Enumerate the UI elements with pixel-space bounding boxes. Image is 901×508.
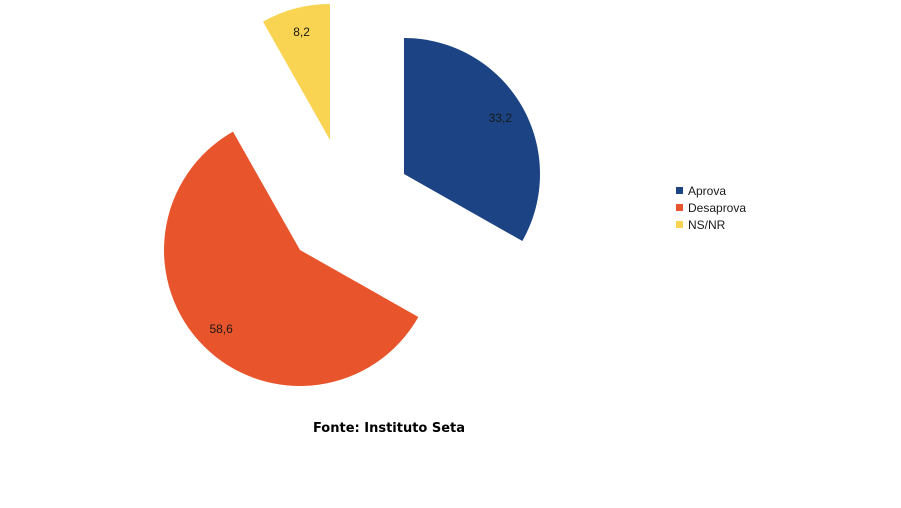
legend-swatch-aprova — [676, 187, 683, 194]
legend-swatch-nsnr — [676, 221, 683, 228]
slice-label-desaprova: 58,6 — [209, 322, 233, 336]
legend: Aprova Desaprova NS/NR — [676, 182, 746, 233]
source-caption: Fonte: Instituto Seta — [312, 421, 466, 436]
legend-label-desaprova: Desaprova — [688, 200, 747, 215]
legend-item-aprova: Aprova — [676, 182, 746, 199]
slice-label-aprova: 33,2 — [489, 111, 513, 125]
legend-item-nsnr: NS/NR — [676, 216, 746, 233]
slice-desaprova — [164, 131, 419, 386]
legend-label-aprova: Aprova — [688, 183, 727, 198]
slice-nsnr — [262, 4, 330, 140]
legend-label-nsnr: NS/NR — [688, 217, 726, 232]
legend-item-desaprova: Desaprova — [676, 199, 746, 216]
legend-swatch-desaprova — [676, 204, 683, 211]
slice-aprova — [404, 38, 540, 242]
slice-label-nsnr: 8,2 — [293, 25, 310, 39]
